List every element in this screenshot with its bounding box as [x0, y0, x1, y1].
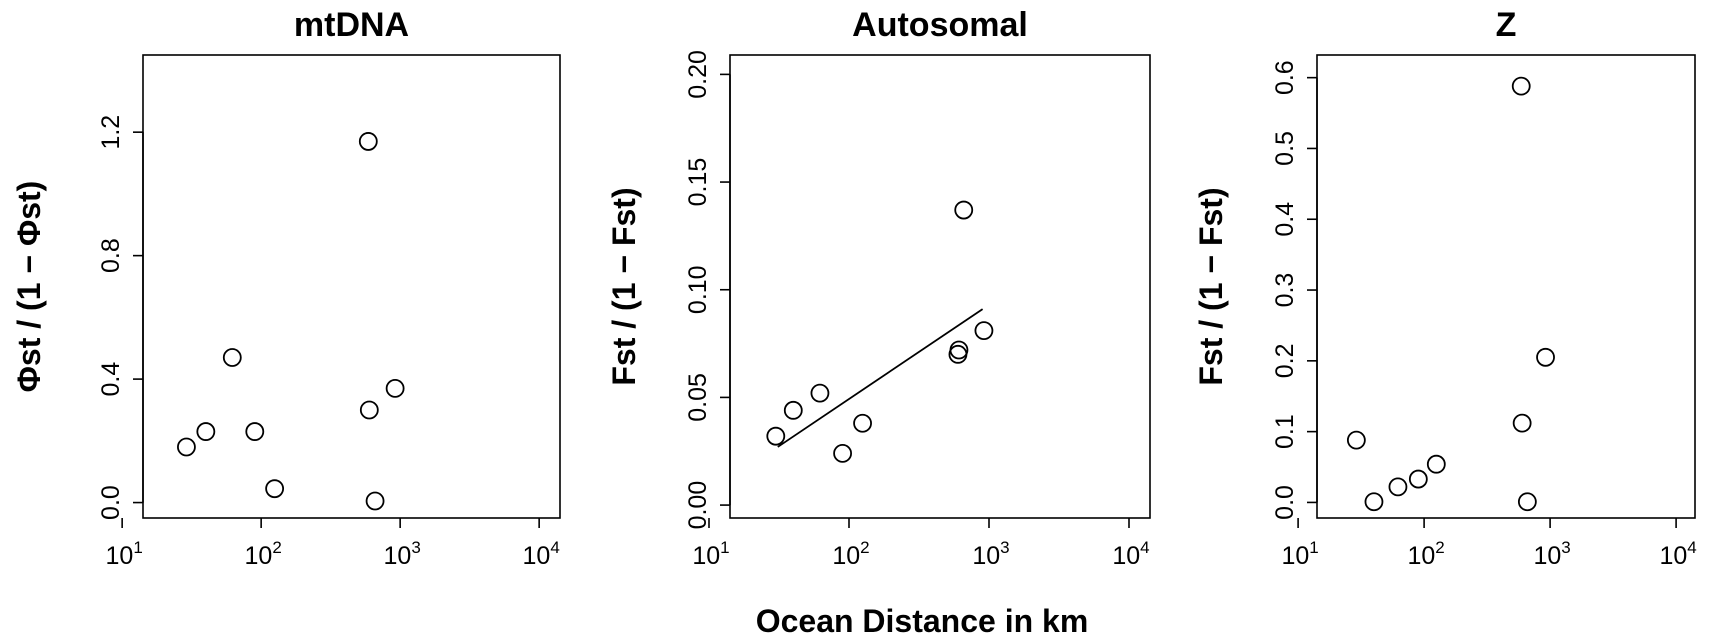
data-point	[245, 422, 265, 441]
data-point	[974, 321, 994, 341]
data-point	[949, 340, 969, 360]
data-point	[1388, 477, 1408, 497]
data-point	[853, 413, 872, 433]
y-tick-label: 0.20	[684, 50, 712, 99]
data-point	[196, 422, 216, 441]
data-point	[783, 400, 803, 420]
panel-3: Z Fst / (1 − Fst) 0.0 0.1 0.2 0.3 0.4 0.5 0.6 101…	[1193, 6, 1697, 570]
panel-title: Z	[1496, 6, 1517, 44]
y-axis-label: Fst / (1 − Fst)	[606, 187, 642, 385]
data-point	[1517, 492, 1537, 512]
x-tick-label: 103	[972, 538, 1009, 570]
y-axis-label: Φst / (1 − Φst)	[11, 181, 47, 393]
data-point	[810, 383, 830, 403]
x-tick-label: 102	[832, 538, 869, 570]
x-tick-label: 101	[106, 538, 143, 570]
panel-title: mtDNA	[294, 6, 409, 44]
plot-frame	[1316, 54, 1696, 519]
data-point	[385, 378, 405, 398]
x-tick-label: 101	[1281, 538, 1318, 570]
x-tick-label: 102	[245, 538, 282, 570]
plot-frame	[729, 54, 1151, 519]
y-tick-label: 0.5	[1271, 131, 1299, 166]
x-tick-label: 104	[523, 538, 560, 570]
y-tick-label: 0.2	[1271, 343, 1299, 378]
data-point	[1408, 469, 1428, 489]
y-tick-label: 0.00	[684, 481, 712, 530]
y-tick-label: 0.4	[97, 362, 125, 397]
x-tick-label: 104	[1112, 538, 1149, 570]
data-point	[222, 348, 242, 367]
shared-x-axis-label: Ocean Distance in km	[756, 603, 1089, 638]
data-point	[766, 426, 786, 446]
x-tick-label: 101	[692, 538, 729, 570]
data-point	[365, 491, 385, 511]
data-point	[1536, 347, 1555, 367]
data-point	[1364, 492, 1384, 512]
data-point	[358, 132, 378, 151]
panel-1: mtDNA Φst / (1 − Φst) 0.0 0.4 0.8 1.2 101 102 10…	[11, 6, 561, 570]
y-tick-label: 0.10	[684, 265, 712, 314]
y-tick-label: 0.1	[1271, 414, 1299, 449]
data-point	[1511, 76, 1531, 96]
data-point	[833, 443, 852, 463]
data-point	[359, 400, 379, 420]
y-tick-label: 0.05	[684, 373, 712, 422]
y-tick-label: 0.0	[97, 485, 125, 520]
data-point	[1426, 454, 1446, 474]
x-tick-label: 102	[1407, 538, 1444, 570]
y-tick-label: 0.15	[684, 158, 712, 207]
y-tick-label: 1.2	[97, 115, 125, 150]
y-tick-label: 0.6	[1271, 60, 1299, 95]
data-point	[954, 200, 974, 220]
y-tick-label: 0.0	[1271, 485, 1299, 520]
x-tick-label: 103	[384, 538, 421, 570]
y-axis-label: Fst / (1 − Fst)	[1193, 187, 1229, 385]
plot-frame	[142, 54, 561, 519]
y-tick-label: 0.3	[1271, 273, 1299, 308]
panel-2: Autosomal Fst / (1 − Fst) 0.00 0.05 0.10 0.15…	[606, 6, 1151, 570]
regression-line	[777, 308, 984, 448]
y-tick-label: 0.4	[1271, 202, 1299, 237]
x-tick-label: 103	[1533, 538, 1570, 570]
x-tick-label: 104	[1659, 538, 1696, 570]
data-point	[177, 437, 196, 457]
data-point	[265, 479, 285, 499]
panel-title: Autosomal	[852, 6, 1028, 44]
y-tick-label: 0.8	[97, 238, 125, 273]
data-point	[1346, 430, 1366, 450]
data-point	[1512, 413, 1532, 433]
